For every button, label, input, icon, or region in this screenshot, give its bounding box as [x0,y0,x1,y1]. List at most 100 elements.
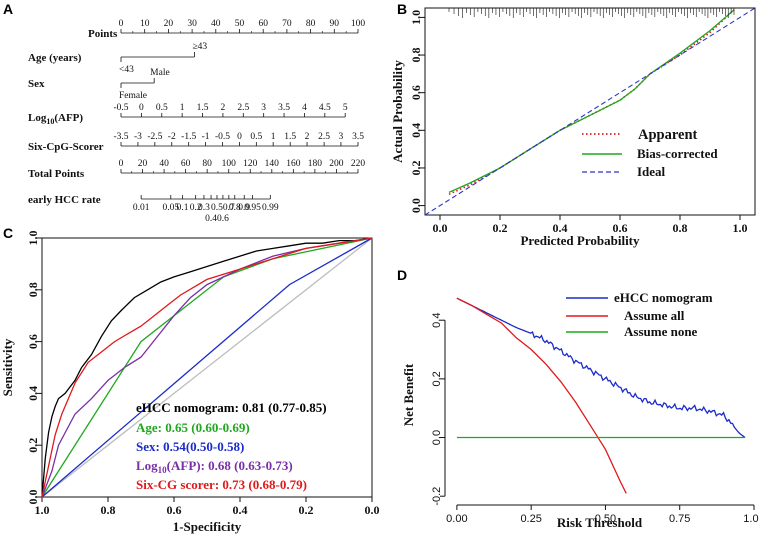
nomogram-log-afp-tick-label: 1 [180,103,185,113]
nomogram-early-hcc-rate-tick-label: 0.1 [177,203,189,213]
calibration-y-axis-title: Actual Probability [390,60,405,163]
calibration-x-tick-label: 0.2 [493,221,508,235]
nomogram-six-cpg-scorer-tick-label: -3.5 [113,132,128,142]
calibration-panel: 0.0 0.2 0.4 0.6 0.8 1.0 0.0 0.2 0.4 0.6 0.8 1.0 Pred… [390,7,756,248]
roc-y-tick-label: 0.4 [26,386,40,401]
nomogram-six-cpg-scorer-tick-label: 2.5 [318,132,330,142]
panel-letter-d: D [397,267,407,283]
nomogram-sex-label: Sex [28,78,45,90]
nomogram-total-points-tick-label: 20 [138,159,148,169]
nomogram-log-afp-tick-label: 3.5 [278,103,290,113]
nomogram-early-hcc-rate-tick-label: 0.8 [229,203,241,213]
dca-y-axis-title: Net Benefit [401,363,416,426]
roc-x-tick-label: 0.8 [101,503,116,517]
nomogram-log-afp-tick-label: 4 [302,103,307,113]
nomogram-points-tick-label: 100 [351,19,366,29]
calibration-x-tick-label: 0.6 [613,221,628,235]
dca-x-tick-label: 0.75 [669,513,690,525]
dca-legend-label-ehcc-nomogram: eHCC nomogram [614,290,713,305]
nomogram-log-afp-tick-label: 3 [261,103,266,113]
nomogram-total-points-tick-label: 200 [329,159,344,169]
calibration-plot-frame [424,7,756,216]
nomogram-total-points-tick-label: 100 [222,159,237,169]
nomogram-total-points-tick-label: 140 [265,159,280,169]
calibration-series-apparent [448,9,735,196]
calibration-y-tick-label: 0.6 [409,85,423,100]
nomogram-early-hcc-rate-tick-label: 0.05 [162,203,179,213]
calibration-y-tick-label: 0.0 [409,198,423,213]
roc-x-tick-label: 0.0 [365,503,380,517]
nomogram-six-cpg-scorer-tick-label: -2 [168,132,176,142]
nomogram-age-years-level-43: <43 [119,65,134,75]
calibration-legend-label-bias-corrected: Bias-corrected [637,146,718,161]
dca-x-tick-label: 0.50 [595,513,616,525]
nomogram-early-hcc-rate-tick-label: 0.2 [190,203,202,213]
calibration-y-tick-label: 0.8 [409,48,423,63]
dca-x-axis-title: Risk Threshold [557,515,643,530]
nomogram-early-hcc-rate-tick-label: 0.4 [205,214,217,224]
roc-series-six-cg-scorer [41,237,373,498]
nomogram-early-hcc-rate-tick-label: 0.7 [223,203,235,213]
roc-series-log10-afp [41,237,373,498]
nomogram-points-tick-label: 10 [140,19,150,29]
calibration-x-tick-label: 1.0 [733,221,748,235]
nomogram-points-tick-label: 70 [282,19,292,29]
nomogram-age-years-level-high: ≥43 [192,42,207,52]
nomogram-points-tick-label: 90 [330,19,340,29]
roc-x-tick-label: 0.2 [299,503,314,517]
nomogram-six-cpg-scorer-tick-label: 0 [237,132,242,142]
nomogram-total-points-tick-label: 160 [286,159,301,169]
roc-legend-six-cg-scorer: Six-CG scorer: 0.73 (0.68-0.79) [136,477,307,492]
roc-x-tick-label: 1.0 [35,503,50,517]
roc-legend-log10-afp: Log10(AFP): 0.68 (0.63-0.73) [136,458,293,475]
calibration-series-ideal [424,7,756,216]
nomogram-points-tick-label: 30 [187,19,197,29]
nomogram-points-label: Points [88,28,118,40]
roc-series-sex [41,237,373,498]
calibration-y-tick-label: 0.2 [409,160,423,175]
nomogram-points-tick-label: 60 [258,19,268,29]
nomogram-six-cpg-scorer-tick-label: -1.5 [181,132,196,142]
nomogram-early-hcc-rate-tick-label: 0.9 [238,203,250,213]
calibration-legend-label-apparent: Apparent [638,127,698,143]
dca-x-tick-label: 1.00 [743,513,759,525]
nomogram-log-afp-tick-label: 0 [139,103,144,113]
roc-plot-frame [41,237,373,498]
dca-series-ehcc-nomogram [456,297,746,439]
roc-y-axis-title: Sensitivity [0,338,15,396]
roc-series-reference [41,237,373,498]
nomogram-points-tick-label: 40 [211,19,221,29]
roc-x-tick-label: 0.4 [233,503,248,517]
roc-x-tick-label: 0.6 [167,503,182,517]
calibration-x-tick-label: 0.8 [673,221,688,235]
nomogram-log-afp-tick-label: 4.5 [319,103,331,113]
nomogram-total-points-tick-label: 80 [202,159,212,169]
roc-x-axis-title: 1-Specificity [173,519,242,534]
dca-panel: 0.00 0.25 0.50 0.75 1.00 -0.2 0.0 0.2 0.4 Risk Th… [401,290,759,530]
nomogram-six-cpg-scorer-tick-label: 3 [339,132,344,142]
nomogram-six-cpg-scorer-tick-label: -3 [134,132,142,142]
dca-x-tick-label: 0.25 [520,513,541,525]
roc-y-tick-label: 0.2 [26,438,40,453]
panel-letter-a: A [3,1,13,17]
panel-letter-b: B [397,1,407,17]
dca-y-tick-label: 0.2 [431,371,443,386]
calibration-series-bias-corrected [448,9,735,193]
nomogram-early-hcc-rate-label: early HCC rate [28,194,101,206]
nomogram-early-hcc-rate-tick-label: 0.99 [262,203,279,213]
nomogram-six-cpg-scorer-tick-label: -0.5 [215,132,230,142]
dca-legend-label-assume-all: Assume all [624,308,685,323]
nomogram-early-hcc-rate-tick-label: 0.6 [217,214,229,224]
calibration-legend-label-ideal: Ideal [637,164,666,179]
nomogram-six-cpg-scorer-tick-label: 3.5 [352,132,364,142]
calibration-x-tick-label: 0.4 [553,221,568,235]
nomogram-log-afp-tick-label: 2.5 [237,103,249,113]
roc-y-tick-label: 0.0 [26,490,40,505]
dca-y-tick-label: -0.2 [431,487,443,506]
nomogram-total-points-tick-label: 0 [119,159,124,169]
dca-y-tick-label: 0.0 [431,430,443,445]
calibration-y-tick-label: 0.4 [409,123,423,138]
nomogram-six-cpg-scorer-tick-label: 1.5 [284,132,296,142]
nomogram-early-hcc-rate-tick-label: 0.95 [244,203,261,213]
